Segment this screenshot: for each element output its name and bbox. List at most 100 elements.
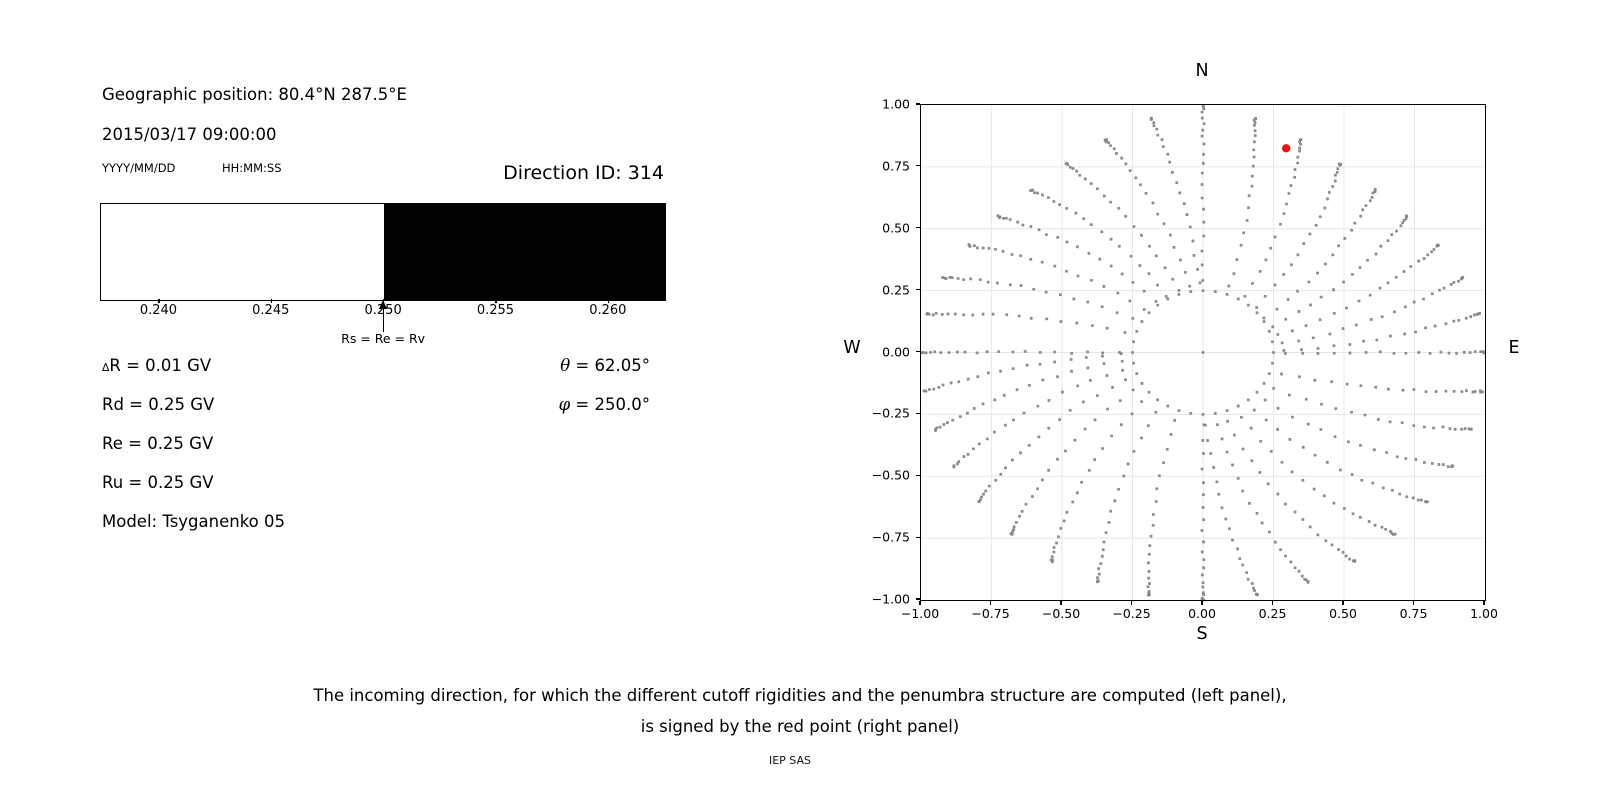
direction-grid-dot (1052, 550, 1056, 554)
penumbra-tick-mark (607, 299, 609, 303)
direction-grid-dot (1290, 329, 1294, 333)
direction-grid-dot (994, 247, 997, 251)
y-tick-label: −1.00 (871, 591, 910, 607)
direction-grid-dot (1412, 424, 1416, 427)
model-name: Model: Tsyganenko 05 (102, 512, 286, 531)
direction-grid-dot (1158, 474, 1161, 478)
direction-grid-dot (968, 244, 972, 248)
direction-grid-dot (924, 389, 928, 393)
direction-grid-dot (1293, 566, 1297, 570)
direction-grid-dot (952, 464, 956, 468)
x-tick-label: −0.50 (1041, 606, 1081, 621)
direction-grid-dot (1420, 498, 1423, 502)
direction-grid-dot (1297, 569, 1301, 573)
direction-grid-dot (1334, 173, 1337, 177)
direction-grid-dot (1201, 161, 1205, 165)
direction-grid-dot (1452, 389, 1456, 393)
direction-grid-dot (947, 351, 951, 355)
direction-grid-dot (1259, 439, 1263, 443)
direction-grid-dot (1414, 458, 1418, 461)
direction-grid-dot (1364, 204, 1368, 207)
direction-grid-dot (1107, 521, 1111, 524)
direction-grid-dot (1105, 138, 1109, 142)
direction-grid-dot (1272, 351, 1275, 354)
direction-grid-dot (1155, 487, 1159, 491)
direction-grid-dot (1032, 287, 1036, 291)
direction-grid-dot (1276, 333, 1280, 336)
direction-grid-dot (1168, 160, 1172, 164)
direction-grid-dot (1105, 374, 1109, 377)
direction-grid-dot (1404, 457, 1408, 460)
direction-grid-dot (1202, 142, 1206, 146)
direction-grid-dot (1200, 183, 1204, 186)
direction-grid-dot (1068, 165, 1072, 169)
direction-grid-dot (1020, 509, 1024, 513)
direction-grid-dot (1036, 487, 1039, 491)
direction-grid-dot (1351, 512, 1355, 516)
direction-grid-dot (950, 276, 954, 280)
direction-grid-dot (1202, 122, 1206, 126)
direction-grid-dot (1076, 274, 1080, 278)
direction-grid-dot (1029, 257, 1033, 261)
direction-grid-dot (1104, 531, 1108, 535)
direction-grid-dot (1188, 225, 1192, 229)
direction-grid-dot (1045, 233, 1048, 237)
direction-grid-dot (1121, 368, 1124, 372)
direction-grid-dot (1166, 404, 1170, 408)
y-tick-mark (915, 474, 920, 476)
direction-grid-dot (1330, 543, 1334, 547)
direction-grid-dot (1053, 264, 1057, 268)
theta-symbol: θ (560, 356, 571, 375)
x-tick-label: 0.75 (1399, 606, 1428, 621)
direction-grid-dot (939, 351, 943, 355)
y-tick-mark (915, 227, 920, 229)
direction-grid-dot (1008, 283, 1012, 287)
direction-grid-dot (985, 350, 989, 354)
direction-grid-dot (1128, 299, 1132, 303)
direction-grid-dot (1201, 279, 1205, 282)
direction-grid-dot (1148, 244, 1151, 248)
direction-grid-dot (1021, 223, 1025, 227)
direction-grid-dot (1147, 590, 1151, 593)
y-tick-label: 0.25 (882, 282, 910, 298)
direction-grid-dot (1280, 372, 1283, 376)
direction-grid-dot (1178, 191, 1182, 195)
direction-grid-dot (1184, 270, 1187, 274)
x-tick-mark (1412, 600, 1415, 605)
direction-grid-dot (1373, 523, 1377, 527)
x-tick-mark (1342, 600, 1344, 605)
direction-grid-dot (1450, 465, 1454, 469)
direction-grid-dot (1066, 163, 1070, 166)
direction-grid-dot (934, 311, 938, 315)
direction-grid-dot (1202, 234, 1206, 238)
direction-grid-dot (1374, 252, 1378, 256)
direction-grid-dot (1200, 249, 1204, 253)
direction-grid-dot (1241, 563, 1245, 567)
datetime-text: 2015/03/17 09:00:00 (102, 125, 277, 144)
phi-value: φ = 250.0° (558, 395, 650, 414)
direction-grid-dot (1301, 478, 1305, 482)
direction-grid-dot (981, 312, 985, 316)
direction-grid-dot (1276, 492, 1280, 496)
re-value: Re = 0.25 GV (102, 434, 214, 453)
direction-grid-dot (1003, 423, 1007, 427)
direction-grid-dot (1324, 539, 1328, 543)
direction-grid-dot (1271, 325, 1275, 329)
direction-grid-dot (1226, 419, 1229, 423)
direction-grid-dot (1090, 278, 1093, 282)
direction-grid-dot (1001, 249, 1005, 253)
direction-grid-dot (1088, 378, 1092, 382)
direction-grid-dot (1462, 350, 1466, 354)
direction-grid-dot (1232, 272, 1236, 276)
direction-grid-dot (1252, 155, 1256, 159)
direction-grid-dot (1116, 291, 1120, 295)
direction-grid-dot (1177, 289, 1181, 292)
direction-grid-dot (1138, 264, 1142, 267)
direction-grid-dot (1424, 326, 1427, 330)
direction-grid-dot (1332, 288, 1335, 292)
direction-grid-dot (1154, 254, 1158, 258)
direction-grid-dot (1073, 438, 1077, 442)
direction-grid-dot (991, 312, 995, 316)
direction-grid-dot (1304, 324, 1308, 328)
direction-grid-dot (1051, 558, 1054, 562)
